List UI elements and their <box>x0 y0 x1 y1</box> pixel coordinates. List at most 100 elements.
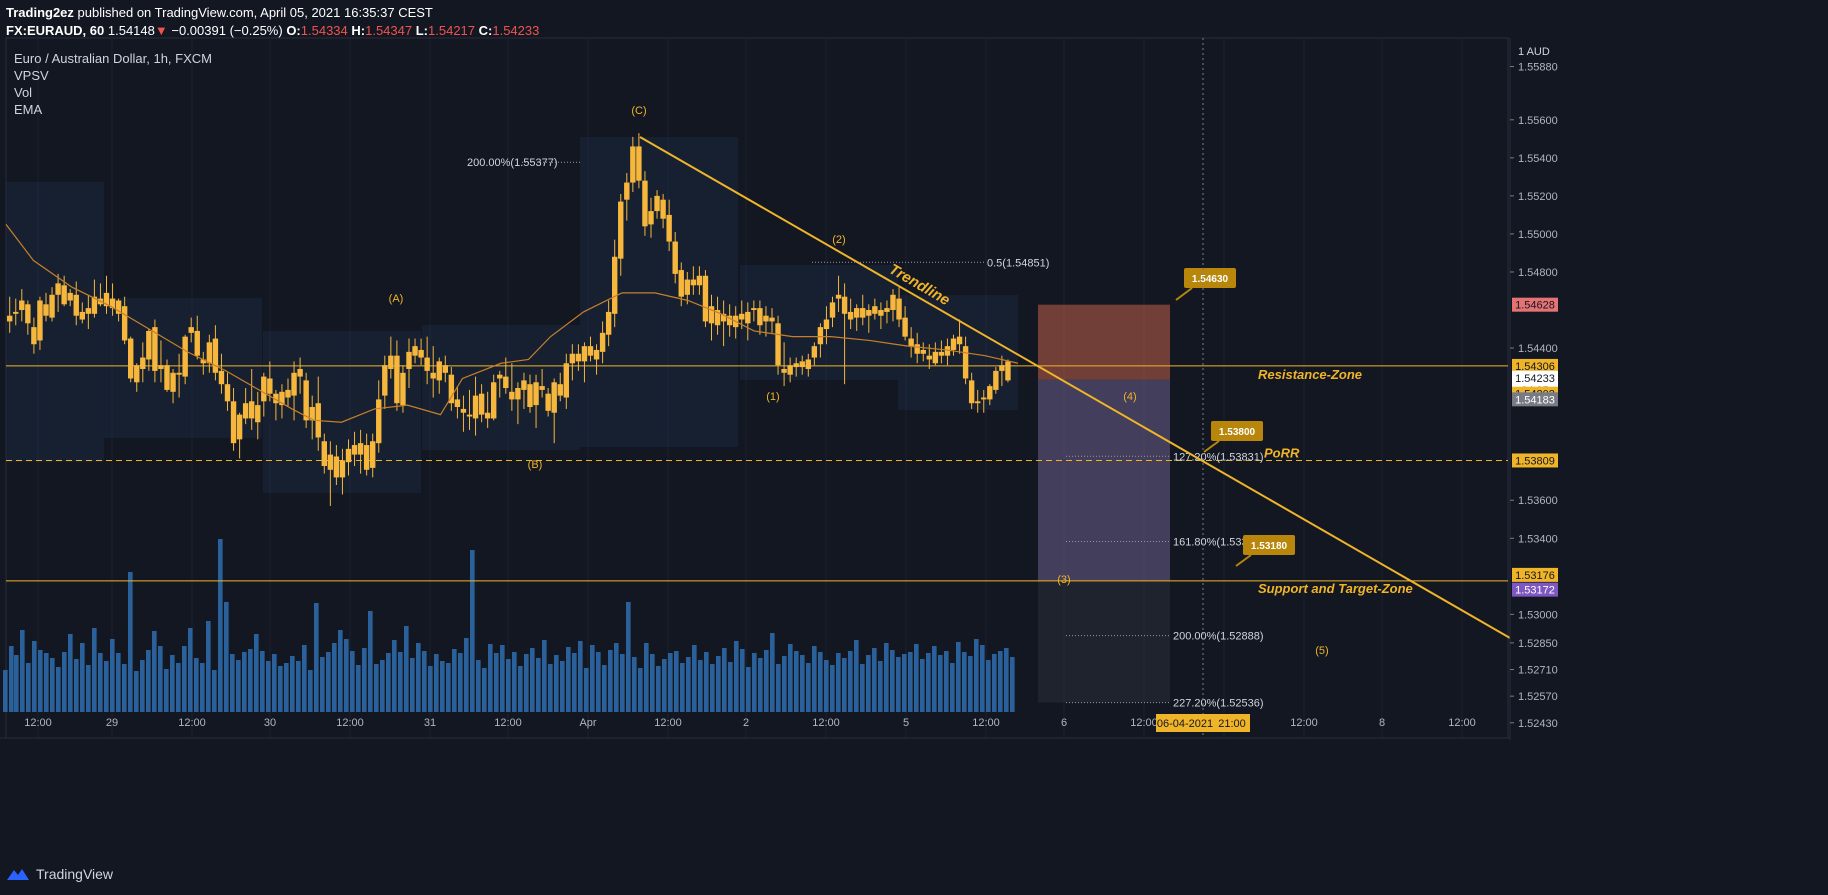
candle-body-31 <box>194 330 200 356</box>
price-tick-1: 1.55600 <box>1518 115 1558 127</box>
down-arrow-icon: ▼ <box>154 23 168 38</box>
volume-bar-30 <box>182 646 187 712</box>
volume-bar-58 <box>350 651 355 712</box>
volume-bar-141 <box>848 651 853 712</box>
porr-label: PoRR <box>1264 445 1300 460</box>
ema-line <box>5 224 1019 423</box>
candle-body-91 <box>557 384 563 396</box>
candle-body-163 <box>993 370 999 390</box>
volume-bar-92 <box>554 655 559 712</box>
volume-bar-127 <box>764 650 769 712</box>
volume-bar-102 <box>614 643 619 712</box>
volume-bar-108 <box>650 654 655 712</box>
candle-body-103 <box>630 146 636 183</box>
fib-label-0: 200.00%(1.55377) <box>467 157 558 169</box>
candle-body-35 <box>218 370 225 385</box>
wave-label-0: (A) <box>389 293 404 305</box>
chart-legend: Euro / Australian Dollar, 1h, FXCM VPSV … <box>14 50 212 118</box>
trendline <box>639 136 1511 639</box>
candle-body-114 <box>696 275 703 286</box>
candle-body-129 <box>787 365 793 375</box>
indicator-ema[interactable]: EMA <box>14 102 43 117</box>
candle-body-136 <box>829 302 836 318</box>
volume-bar-149 <box>896 657 901 712</box>
wave-label-4: (2) <box>832 234 845 246</box>
candle-body-161 <box>981 397 987 400</box>
volume-bar-144 <box>866 655 871 712</box>
volume-bar-138 <box>830 665 835 712</box>
candle-body-44 <box>273 393 279 404</box>
candle-body-89 <box>545 393 551 411</box>
candle-body-76 <box>466 414 473 417</box>
volume-bar-113 <box>680 663 685 712</box>
candle-body-149 <box>908 338 914 347</box>
candle-body-105 <box>642 180 648 227</box>
volume-bar-87 <box>524 654 529 712</box>
candle-body-68 <box>418 349 424 358</box>
volume-bar-39 <box>236 660 241 712</box>
indicator-vpsv[interactable]: VPSV <box>14 68 49 83</box>
candle-body-21 <box>134 365 140 383</box>
candle-body-85 <box>521 380 527 390</box>
volume-bar-97 <box>584 668 589 712</box>
volume-bar-68 <box>410 658 415 712</box>
volume-bar-79 <box>476 660 481 712</box>
candle-body-125 <box>763 315 769 322</box>
tradingview-branding[interactable]: TradingView <box>6 866 113 882</box>
volume-bar-157 <box>944 651 949 712</box>
candle-body-14 <box>91 296 98 314</box>
candle-body-36 <box>224 384 231 402</box>
series-title[interactable]: Euro / Australian Dollar, 1h, FXCM <box>14 51 212 66</box>
volume-bar-159 <box>956 642 961 712</box>
volume-bar-32 <box>194 658 199 712</box>
volume-bar-99 <box>596 652 601 712</box>
candle-body-97 <box>593 349 600 360</box>
wave-label-5: (3) <box>1057 574 1070 586</box>
price-tag-bg-7 <box>1512 567 1558 582</box>
volume-bar-125 <box>752 653 757 712</box>
indicator-vol[interactable]: Vol <box>14 85 33 100</box>
volume-bar-34 <box>206 621 211 712</box>
volume-bar-54 <box>326 652 331 712</box>
time-tick-18: 12:00 <box>1448 717 1476 729</box>
volume-bar-4 <box>26 663 31 712</box>
candle-body-45 <box>279 391 285 406</box>
candle-body-47 <box>291 372 297 396</box>
candle-body-0 <box>7 315 13 322</box>
volume-bar-137 <box>824 660 829 712</box>
fib-label-4: 200.00%(1.52888) <box>1173 631 1264 643</box>
volume-bar-152 <box>914 644 919 712</box>
volume-bar-48 <box>290 656 295 712</box>
candle-body-53 <box>327 454 334 470</box>
low-value: 1.54217 <box>428 23 476 38</box>
candle-body-1 <box>13 311 19 314</box>
candle-body-55 <box>339 460 346 478</box>
candle-body-121 <box>739 313 745 320</box>
candle-body-77 <box>472 395 479 419</box>
volume-bar-43 <box>260 651 265 712</box>
candle-body-40 <box>249 401 255 419</box>
tradingview-logo-icon <box>7 869 29 880</box>
candle-body-10 <box>67 292 73 301</box>
fib-label-5: 227.20%(1.52536) <box>1173 698 1264 710</box>
candle-body-134 <box>817 327 824 345</box>
volume-bar-61 <box>368 611 373 712</box>
candle-body-138 <box>841 296 848 314</box>
volume-bar-78 <box>470 550 475 712</box>
price-tag-8: 1.53172 <box>1515 585 1555 597</box>
candle-body-62 <box>382 365 388 396</box>
target-zone <box>1038 379 1170 581</box>
volume-bar-84 <box>506 659 511 712</box>
candle-body-12 <box>79 311 85 320</box>
fib-label-1: 0.5(1.54851) <box>987 257 1049 269</box>
high-label: H: <box>351 23 366 38</box>
candle-body-93 <box>569 353 576 364</box>
price-tick-7: 1.53600 <box>1518 495 1558 507</box>
candle-body-148 <box>902 317 908 337</box>
volume-bar-10 <box>62 652 67 712</box>
volume-bar-110 <box>662 659 667 712</box>
volume-bar-82 <box>494 653 499 712</box>
candle-body-4 <box>31 327 37 345</box>
candle-body-92 <box>563 363 569 398</box>
